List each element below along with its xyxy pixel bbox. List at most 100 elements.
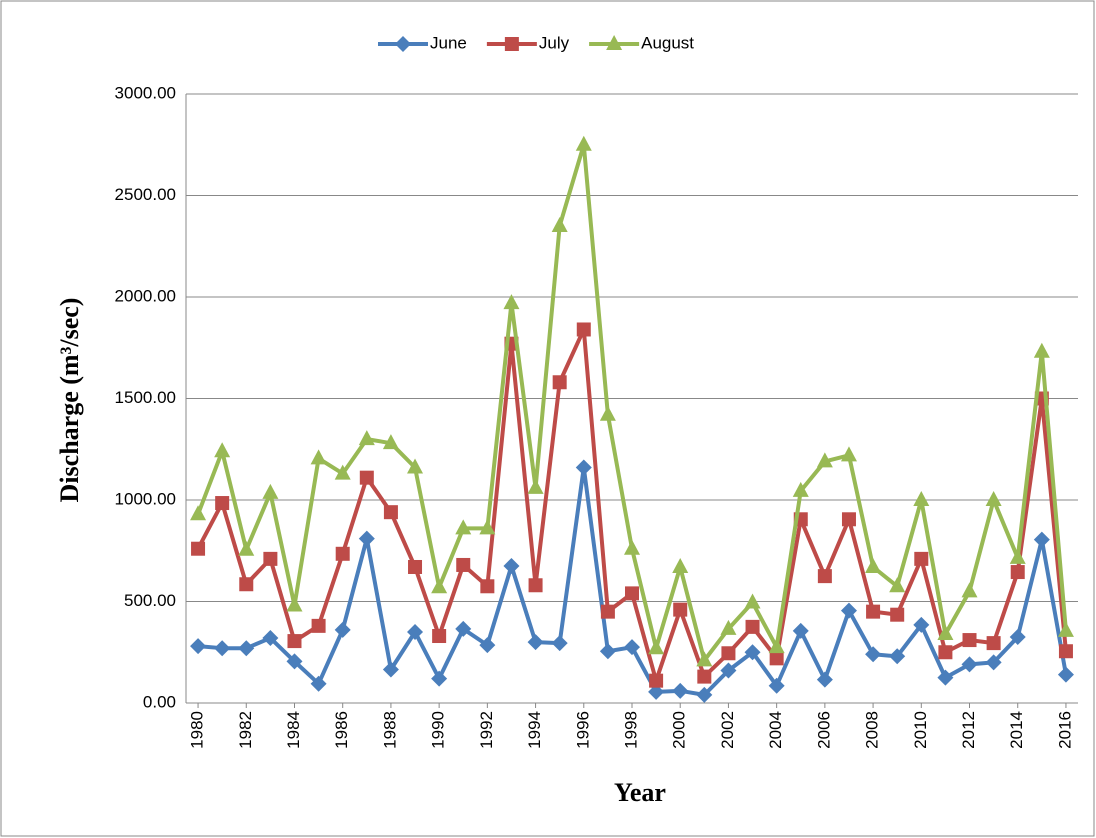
marker — [625, 586, 639, 601]
marker — [672, 682, 689, 699]
marker — [527, 478, 544, 494]
marker — [335, 546, 350, 561]
x-tick-label: 2014 — [1007, 711, 1026, 749]
legend-label: July — [539, 33, 570, 52]
marker — [576, 322, 591, 337]
marker — [913, 616, 930, 633]
marker — [334, 621, 351, 638]
marker — [551, 635, 568, 652]
marker — [504, 37, 519, 51]
x-tick-label: 2002 — [718, 711, 737, 749]
marker — [841, 512, 856, 527]
marker — [263, 551, 278, 566]
x-tick-label: 2010 — [911, 711, 930, 749]
marker — [383, 505, 398, 520]
marker — [287, 634, 302, 649]
y-tick-label: 2500.00 — [115, 185, 176, 204]
x-tick-label: 2004 — [766, 711, 785, 749]
x-tick-label: 1990 — [429, 711, 448, 749]
marker — [455, 620, 472, 637]
legend-label: August — [641, 33, 694, 52]
marker — [937, 669, 954, 686]
marker — [624, 639, 640, 656]
x-axis-title: Year — [614, 778, 666, 807]
marker — [599, 405, 616, 421]
marker — [382, 434, 399, 450]
marker — [768, 638, 785, 654]
marker — [985, 491, 1002, 506]
marker — [840, 446, 857, 462]
marker — [962, 633, 977, 648]
marker — [866, 604, 881, 619]
x-tick-label: 1986 — [332, 711, 351, 749]
marker — [1058, 644, 1073, 659]
x-tick-label: 2000 — [670, 711, 689, 749]
marker — [382, 661, 399, 678]
marker — [214, 442, 231, 458]
marker — [575, 459, 592, 476]
marker — [985, 654, 1002, 671]
marker — [889, 648, 906, 665]
marker — [720, 662, 737, 679]
y-tick-label: 2000.00 — [115, 286, 176, 305]
x-tick-label: 1996 — [573, 711, 592, 749]
x-tick-label: 1992 — [477, 711, 496, 749]
marker — [480, 579, 495, 594]
marker — [769, 651, 784, 666]
marker — [696, 651, 713, 667]
marker — [455, 519, 472, 535]
x-tick-label: 1982 — [236, 711, 255, 749]
marker — [673, 602, 688, 617]
marker — [239, 577, 254, 592]
marker — [744, 644, 761, 661]
marker — [407, 458, 424, 474]
marker — [310, 449, 327, 465]
y-axis-title: Discharge (m³/sec) — [55, 298, 84, 503]
marker — [1057, 621, 1074, 637]
marker — [986, 636, 1001, 651]
marker — [479, 519, 496, 535]
marker — [720, 619, 737, 635]
marker — [395, 36, 411, 52]
marker — [914, 551, 929, 566]
marker — [551, 216, 568, 232]
y-tick-label: 0.00 — [143, 692, 176, 711]
marker — [286, 596, 303, 612]
marker — [1010, 565, 1025, 580]
marker — [768, 677, 785, 694]
marker — [721, 646, 736, 661]
marker — [334, 464, 351, 480]
marker — [431, 578, 448, 594]
marker — [744, 593, 761, 609]
marker — [672, 557, 689, 573]
marker — [432, 629, 447, 644]
marker — [456, 557, 471, 572]
marker — [1033, 531, 1050, 548]
marker — [286, 653, 303, 670]
marker — [527, 634, 544, 651]
marker — [191, 541, 206, 556]
marker — [937, 624, 954, 640]
marker — [262, 630, 279, 647]
marker — [431, 670, 448, 687]
marker — [238, 640, 255, 657]
marker — [552, 375, 567, 390]
x-tick-label: 2008 — [863, 711, 882, 749]
marker — [503, 294, 520, 310]
x-tick-label: 1988 — [380, 711, 399, 749]
marker — [648, 639, 665, 655]
marker — [890, 607, 905, 622]
marker — [190, 505, 207, 521]
marker — [913, 491, 930, 506]
marker — [649, 673, 664, 688]
x-tick-label: 1984 — [284, 711, 303, 749]
marker — [624, 539, 640, 555]
marker — [358, 430, 375, 446]
marker — [528, 578, 543, 593]
marker — [889, 577, 906, 593]
marker — [408, 559, 423, 574]
x-tick-label: 2012 — [959, 711, 978, 749]
marker — [358, 530, 375, 547]
